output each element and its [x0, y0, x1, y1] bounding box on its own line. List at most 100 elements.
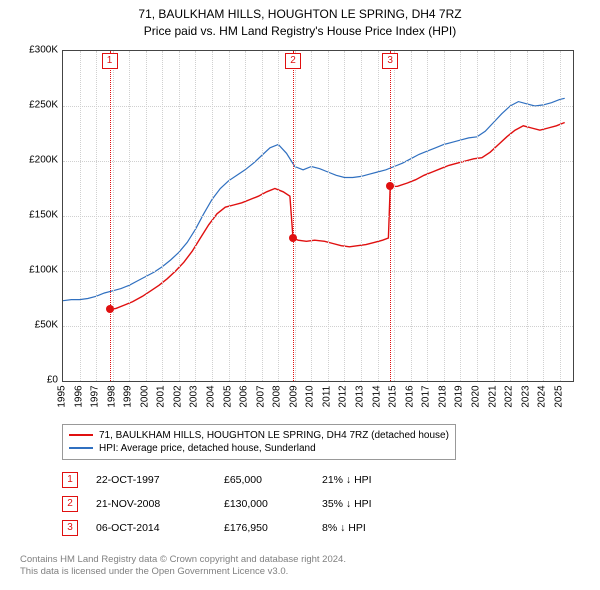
legend-row: 71, BAULKHAM HILLS, HOUGHTON LE SPRING, … [69, 429, 449, 442]
gridline-horizontal [63, 271, 573, 272]
x-axis-label: 1997 [90, 385, 101, 407]
sale-marker-line [110, 51, 111, 381]
gridline-vertical [229, 51, 230, 381]
legend-row: HPI: Average price, detached house, Sund… [69, 442, 449, 455]
x-axis-label: 1998 [106, 385, 117, 407]
gridline-vertical [378, 51, 379, 381]
x-axis-label: 2005 [222, 385, 233, 407]
title-address: 71, BAULKHAM HILLS, HOUGHTON LE SPRING, … [4, 6, 596, 23]
gridline-horizontal [63, 161, 573, 162]
gridline-horizontal [63, 106, 573, 107]
gridline-vertical [278, 51, 279, 381]
event-diff: 8% ↓ HPI [322, 522, 412, 534]
event-date: 06-OCT-2014 [96, 522, 206, 534]
gridline-vertical [311, 51, 312, 381]
gridline-vertical [113, 51, 114, 381]
gridline-vertical [543, 51, 544, 381]
x-axis-label: 2017 [421, 385, 432, 407]
gridline-vertical [361, 51, 362, 381]
event-price: £65,000 [224, 474, 304, 486]
x-axis-label: 2007 [255, 385, 266, 407]
sale-marker-box: 1 [102, 53, 118, 69]
title-subtitle: Price paid vs. HM Land Registry's House … [4, 23, 596, 40]
x-axis-label: 2011 [321, 385, 332, 407]
event-marker: 3 [62, 520, 78, 536]
event-diff: 21% ↓ HPI [322, 474, 412, 486]
gridline-vertical [494, 51, 495, 381]
gridline-vertical [245, 51, 246, 381]
sale-point [289, 234, 297, 242]
x-axis-label: 1996 [73, 385, 84, 407]
event-row: 2 21-NOV-2008 £130,000 35% ↓ HPI [62, 492, 580, 516]
chart-area: £0£50K£100K£150K£200K£250K£300K 123 1995… [20, 46, 580, 416]
x-axis-label: 2002 [172, 385, 183, 407]
gridline-vertical [328, 51, 329, 381]
x-axis-label: 2016 [404, 385, 415, 407]
x-axis-label: 2009 [288, 385, 299, 407]
gridline-vertical [527, 51, 528, 381]
x-axis-label: 2010 [305, 385, 316, 407]
legend-label: HPI: Average price, detached house, Sund… [99, 443, 316, 454]
sale-point [106, 305, 114, 313]
x-axis-label: 2012 [338, 385, 349, 407]
y-axis-label: £200K [20, 154, 58, 165]
event-price: £176,950 [224, 522, 304, 534]
event-marker: 2 [62, 496, 78, 512]
y-axis-label: £250K [20, 99, 58, 110]
gridline-vertical [146, 51, 147, 381]
gridline-vertical [394, 51, 395, 381]
y-axis-label: £100K [20, 264, 58, 275]
y-axis-label: £150K [20, 209, 58, 220]
legend-swatch [69, 447, 93, 449]
y-axis-label: £0 [20, 374, 58, 385]
gridline-vertical [129, 51, 130, 381]
gridline-vertical [195, 51, 196, 381]
gridline-vertical [411, 51, 412, 381]
gridline-vertical [212, 51, 213, 381]
gridline-vertical [510, 51, 511, 381]
gridline-vertical [80, 51, 81, 381]
plot-region: 123 [62, 50, 574, 382]
gridline-vertical [295, 51, 296, 381]
legend-label: 71, BAULKHAM HILLS, HOUGHTON LE SPRING, … [99, 430, 449, 441]
event-row: 3 06-OCT-2014 £176,950 8% ↓ HPI [62, 516, 580, 540]
sale-point [386, 182, 394, 190]
gridline-horizontal [63, 216, 573, 217]
sale-marker-box: 3 [382, 53, 398, 69]
event-diff: 35% ↓ HPI [322, 498, 412, 510]
x-axis-label: 2023 [520, 385, 531, 407]
event-row: 122-OCT-1997£65,00021% ↓ HPI [62, 468, 580, 492]
x-axis-label: 2013 [355, 385, 366, 407]
x-axis-label: 2019 [454, 385, 465, 407]
event-price: £130,000 [224, 498, 304, 510]
legend-box: 71, BAULKHAM HILLS, HOUGHTON LE SPRING, … [62, 424, 456, 460]
gridline-vertical [179, 51, 180, 381]
event-date: 21-NOV-2008 [96, 498, 206, 510]
y-axis-label: £50K [20, 319, 58, 330]
gridline-vertical [427, 51, 428, 381]
sale-marker-line [390, 51, 391, 381]
x-axis-label: 2015 [388, 385, 399, 407]
gridline-vertical [444, 51, 445, 381]
x-axis-label: 2001 [156, 385, 167, 407]
gridline-vertical [477, 51, 478, 381]
x-axis-label: 2020 [470, 385, 481, 407]
x-axis-label: 1999 [123, 385, 134, 407]
gridline-vertical [344, 51, 345, 381]
x-axis-label: 2025 [553, 385, 564, 407]
x-axis-label: 2004 [206, 385, 217, 407]
footer-line-2: This data is licensed under the Open Gov… [20, 566, 580, 579]
legend-swatch [69, 434, 93, 436]
x-axis-label: 2014 [371, 385, 382, 407]
gridline-vertical [460, 51, 461, 381]
event-date: 22-OCT-1997 [96, 474, 206, 486]
gridline-vertical [162, 51, 163, 381]
x-axis-label: 2018 [437, 385, 448, 407]
x-axis-label: 2008 [272, 385, 283, 407]
x-axis-label: 1995 [57, 385, 68, 407]
footer-attribution: Contains HM Land Registry data © Crown c… [20, 554, 580, 580]
x-axis-label: 2006 [239, 385, 250, 407]
x-axis-label: 2024 [537, 385, 548, 407]
footer-line-1: Contains HM Land Registry data © Crown c… [20, 554, 580, 567]
gridline-vertical [96, 51, 97, 381]
